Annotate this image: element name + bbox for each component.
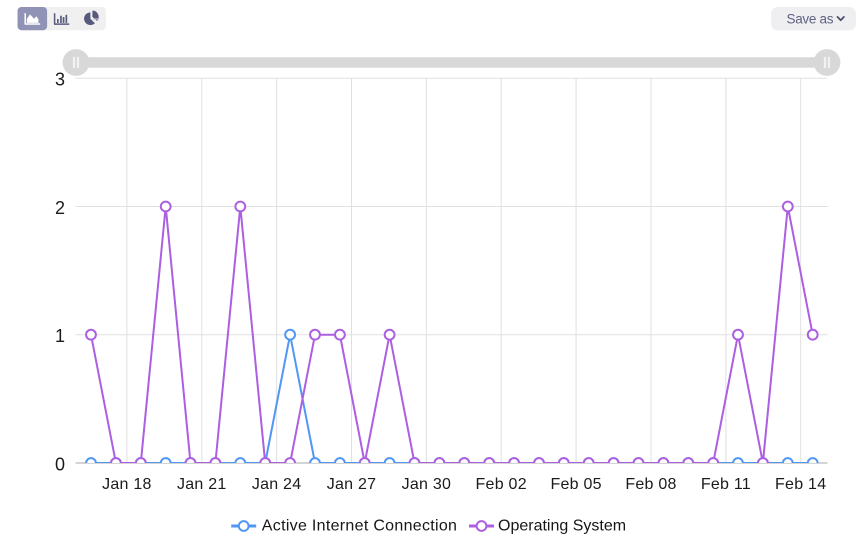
svg-text:Feb 05: Feb 05 [550, 476, 601, 493]
svg-text:1: 1 [55, 326, 65, 346]
svg-text:Jan 24: Jan 24 [252, 476, 302, 493]
svg-text:Feb 14: Feb 14 [775, 476, 826, 493]
svg-text:Feb 08: Feb 08 [625, 476, 676, 493]
svg-text:3: 3 [55, 70, 65, 90]
svg-text:2: 2 [55, 198, 65, 218]
svg-text:Save as: Save as [787, 12, 834, 27]
svg-text:Jan 27: Jan 27 [327, 476, 377, 493]
svg-text:0: 0 [55, 454, 65, 474]
svg-text:Jan 30: Jan 30 [402, 476, 452, 493]
svg-text:Jan 21: Jan 21 [177, 476, 227, 493]
svg-text:Jan 18: Jan 18 [102, 476, 152, 493]
svg-text:Operating System: Operating System [498, 518, 626, 535]
svg-text:Feb 02: Feb 02 [476, 476, 527, 493]
svg-text:Active Internet Connection: Active Internet Connection [262, 518, 457, 535]
svg-text:Feb 11: Feb 11 [701, 476, 751, 493]
